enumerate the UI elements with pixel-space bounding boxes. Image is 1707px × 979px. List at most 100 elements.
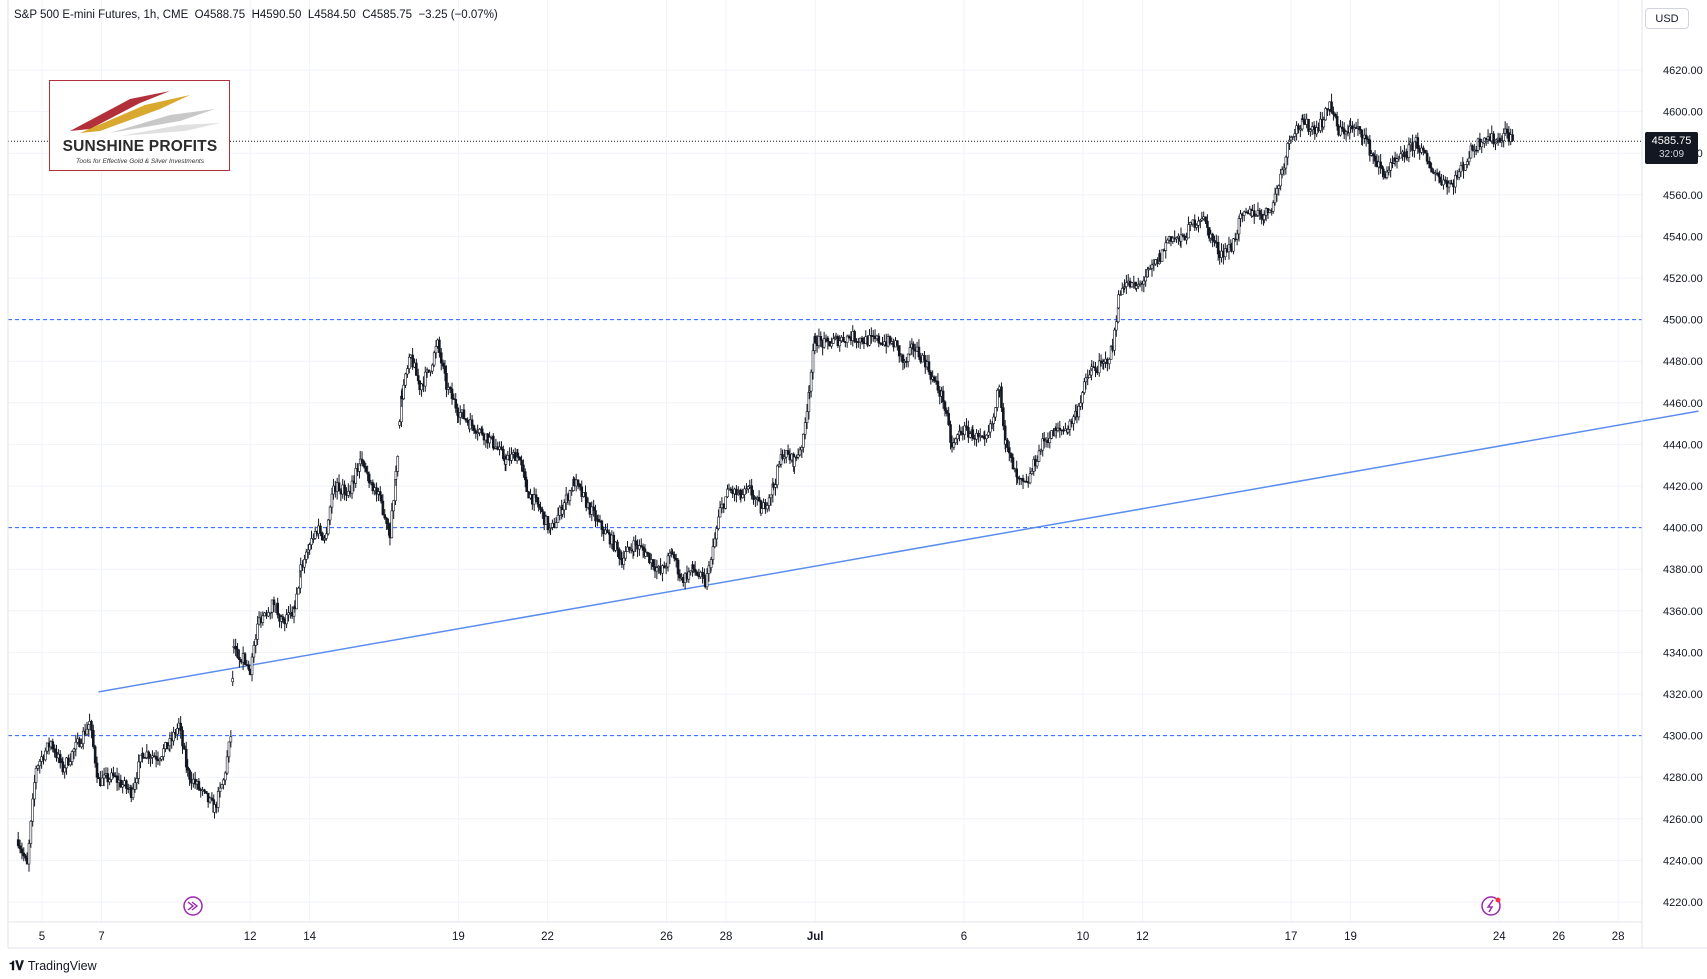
candle-body — [992, 416, 995, 424]
support-resistance-lines[interactable] — [8, 319, 1642, 737]
candle-body — [1284, 156, 1288, 169]
candle-body — [464, 418, 468, 421]
candle-body — [323, 538, 326, 540]
candle-body — [53, 748, 56, 753]
candle-body — [102, 774, 106, 779]
candle-body — [927, 361, 931, 373]
trend-line-group[interactable] — [98, 410, 1699, 693]
candle-body — [693, 568, 697, 573]
candle-body — [1113, 329, 1116, 351]
candle-body — [261, 615, 265, 623]
candle-body — [429, 370, 432, 373]
candle-body — [378, 491, 382, 496]
candle-body — [666, 555, 670, 568]
x-tick-label: 14 — [303, 931, 316, 943]
candle-body — [67, 757, 70, 766]
candle-body — [1416, 137, 1420, 149]
candle-body — [250, 656, 254, 675]
candle-body — [68, 761, 72, 766]
candle-body — [963, 425, 966, 435]
candle-body — [158, 758, 162, 762]
trend-line[interactable] — [98, 410, 1699, 693]
candle-body — [518, 456, 521, 461]
candle-body — [1291, 135, 1295, 138]
tradingview-brand[interactable]: 𝟏𝐕 TradingView — [9, 958, 97, 974]
candle-body — [715, 528, 719, 540]
candle-body — [584, 496, 588, 508]
candle-body — [179, 722, 182, 731]
candle-body — [523, 471, 527, 481]
candle-body — [1117, 294, 1120, 309]
open-value: O4588.75 — [194, 9, 246, 21]
candle-body — [236, 648, 239, 658]
candle-body — [576, 479, 580, 485]
candle-body — [1232, 238, 1235, 252]
candle-body — [932, 376, 936, 382]
candle-body — [143, 757, 147, 759]
candle-body — [1381, 168, 1385, 175]
candle-body — [1002, 407, 1005, 427]
candle-body — [416, 375, 420, 382]
replay-event-icon[interactable] — [183, 896, 203, 916]
candle-body — [1125, 282, 1128, 287]
candle-body — [441, 362, 445, 367]
candle-body — [1077, 405, 1081, 418]
candle-body — [1385, 171, 1389, 178]
candle-body — [502, 449, 505, 460]
candle-body — [1413, 141, 1416, 151]
candle-body — [31, 798, 35, 822]
candle-body — [243, 653, 247, 665]
candle-body — [936, 380, 940, 391]
candle-body — [360, 458, 364, 462]
candle-body — [29, 820, 33, 844]
currency-selector[interactable]: USD — [1645, 8, 1689, 29]
candle-body — [724, 496, 727, 509]
candle-body — [213, 804, 216, 813]
candle-body — [1235, 233, 1239, 240]
candle-body — [947, 413, 950, 425]
candle-body — [85, 728, 89, 735]
candle-body — [1035, 461, 1039, 467]
candle-body — [1160, 249, 1164, 262]
x-tick-label: Jul — [807, 931, 824, 943]
candle-body — [1016, 476, 1019, 479]
y-tick-label: 4460.00 — [1663, 398, 1703, 410]
candle-body — [272, 599, 276, 606]
candle-body — [1364, 134, 1368, 140]
candle-body — [1373, 155, 1377, 162]
candle-body — [800, 447, 804, 451]
candle-body — [826, 337, 830, 342]
candle-body — [775, 465, 779, 486]
candle-body — [306, 549, 310, 553]
candle-body — [1181, 234, 1185, 237]
candle-body — [208, 797, 212, 803]
candle-body — [1116, 307, 1120, 323]
candle-body — [691, 564, 695, 570]
candle-body — [420, 383, 423, 391]
candle-body — [488, 437, 491, 444]
candle-body — [270, 599, 274, 613]
candle-body — [985, 434, 988, 439]
symbol-title[interactable]: S&P 500 E-mini Futures, 1h, CME — [14, 9, 189, 21]
candle-body — [1204, 216, 1207, 222]
swoosh-logo-icon — [70, 91, 220, 136]
candle-body — [1341, 126, 1344, 130]
lightning-event-icon[interactable] — [1481, 896, 1501, 916]
candle-body — [147, 751, 150, 759]
candle-body — [750, 485, 753, 496]
candle-body — [1216, 241, 1220, 255]
candle-body — [1135, 285, 1138, 289]
x-tick-label: 28 — [1612, 931, 1625, 943]
candle-body — [137, 761, 140, 779]
candle-body — [1459, 165, 1463, 173]
candle-body — [570, 490, 574, 492]
candle-body — [149, 757, 152, 759]
candle-body — [139, 754, 142, 763]
time-axis[interactable]: 5 7 12 14 19 22 26 28 Jul 6 10 12 17 19 24 26 28 — [39, 931, 1625, 943]
candle-body — [1072, 416, 1075, 424]
candle-body — [520, 459, 523, 466]
price-axis[interactable]: 4220.00 4240.00 4260.00 4280.00 4300.00 4320.… — [1663, 65, 1703, 909]
candle-body — [917, 346, 921, 358]
